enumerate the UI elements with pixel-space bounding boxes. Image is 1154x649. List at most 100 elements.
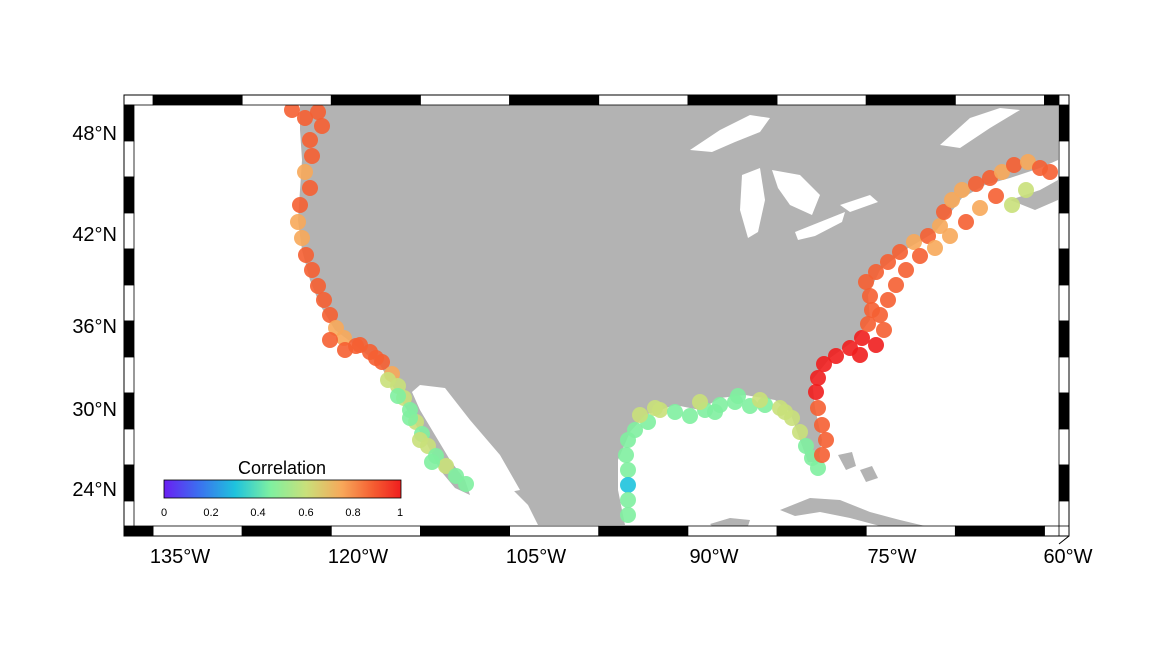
frame-segment-top (330, 94, 421, 106)
frame-segment-right (1058, 500, 1070, 527)
lat-label-36n: 36°N (72, 316, 117, 338)
lon-label-90w: 90°W (689, 546, 738, 568)
correlation-point (808, 384, 824, 400)
lake-erie (795, 212, 845, 240)
frame-segment-top (123, 94, 154, 106)
correlation-point (438, 458, 454, 474)
frame-segment-top (598, 94, 689, 106)
correlation-point (298, 247, 314, 263)
correlation-point (390, 388, 406, 404)
lat-labels: 48°N 42°N 36°N 30°N 24°N (72, 123, 117, 501)
lon-label-120w: 120°W (328, 546, 388, 568)
correlation-point (942, 228, 958, 244)
lake-michigan (740, 168, 765, 238)
correlation-point (352, 337, 368, 353)
frame-segment-left (123, 320, 135, 358)
north-america-landmass (298, 104, 1058, 525)
correlation-point (892, 244, 908, 260)
frame-segment-bottom (420, 525, 511, 537)
correlation-point (988, 188, 1004, 204)
correlation-point (880, 292, 896, 308)
frame-segment-left (123, 212, 135, 250)
frame-segment-bottom (123, 525, 154, 537)
correlation-point (818, 432, 834, 448)
frame-segment-left (123, 356, 135, 394)
frame-segment-right (1058, 392, 1070, 430)
correlation-point (1020, 154, 1036, 170)
correlation-point (336, 330, 352, 346)
frame-segment-right (1058, 320, 1070, 358)
correlation-point (994, 164, 1010, 180)
correlation-point (862, 288, 878, 304)
correlation-point (618, 447, 634, 463)
correlation-point (814, 447, 830, 463)
correlation-point (304, 262, 320, 278)
correlation-points (284, 102, 1058, 523)
frame-segment-top (420, 94, 511, 106)
frame-segment-top (152, 94, 243, 106)
correlation-point (632, 407, 648, 423)
correlation-point (647, 400, 663, 416)
correlation-point (814, 417, 830, 433)
correlation-point (292, 197, 308, 213)
correlation-point (810, 370, 826, 386)
lake-superior (690, 115, 770, 152)
correlation-point (868, 337, 884, 353)
lon-labels: 135°W 120°W 105°W 90°W 75°W 60°W (150, 546, 1093, 568)
frame-segment-left (123, 428, 135, 466)
colorbar: Correlation 0 0.2 0.4 0.6 0.8 1 (161, 458, 403, 519)
correlation-point (810, 460, 826, 476)
correlation-point (730, 388, 746, 404)
correlation-point (868, 264, 884, 280)
correlation-point (304, 148, 320, 164)
frame-segment-left (123, 500, 135, 527)
correlation-point (777, 404, 793, 420)
correlation-point (337, 342, 353, 358)
correlation-point (858, 274, 874, 290)
correlation-point (294, 230, 310, 246)
correlation-point (302, 180, 318, 196)
correlation-point (412, 432, 428, 448)
lat-label-48n: 48°N (72, 123, 117, 145)
correlation-point (620, 477, 636, 493)
correlation-point (958, 214, 974, 230)
correlation-point (898, 262, 914, 278)
correlation-point (927, 240, 943, 256)
correlation-point (954, 182, 970, 198)
caribbean-island (780, 498, 925, 526)
frame-segment-bottom (865, 525, 956, 537)
frame-segment-left (123, 392, 135, 430)
map-frame (123, 94, 1070, 545)
bahamas (838, 452, 856, 470)
correlation-point (310, 278, 326, 294)
frame-segment-right (1058, 464, 1070, 502)
lon-label-60w: 60°W (1043, 546, 1092, 568)
correlation-point (932, 218, 948, 234)
correlation-point (322, 307, 338, 323)
correlation-point (667, 404, 683, 420)
colorbar-tick-5: 1 (397, 507, 403, 519)
colorbar-tick-3: 0.6 (298, 507, 313, 519)
correlation-point (888, 277, 904, 293)
correlation-point (876, 322, 892, 338)
lake-ontario (840, 195, 878, 212)
frame-segment-right (1058, 356, 1070, 394)
frame-segment-bottom (152, 525, 243, 537)
correlation-point (982, 170, 998, 186)
correlation-point (852, 347, 868, 363)
frame-segment-bottom (954, 525, 1045, 537)
correlation-point (828, 348, 844, 364)
correlation-point (310, 104, 326, 120)
correlation-point (707, 404, 723, 420)
frame-segment-bottom (1044, 525, 1060, 537)
correlation-point (692, 394, 708, 410)
colorbar-gradient (163, 479, 402, 499)
frame-segment-top (776, 94, 867, 106)
correlation-point (620, 507, 636, 523)
correlation-point (912, 248, 928, 264)
bahamas-2 (860, 466, 878, 482)
correlation-point (1018, 182, 1034, 198)
frame-segment-right (1058, 284, 1070, 322)
correlation-point (906, 234, 922, 250)
